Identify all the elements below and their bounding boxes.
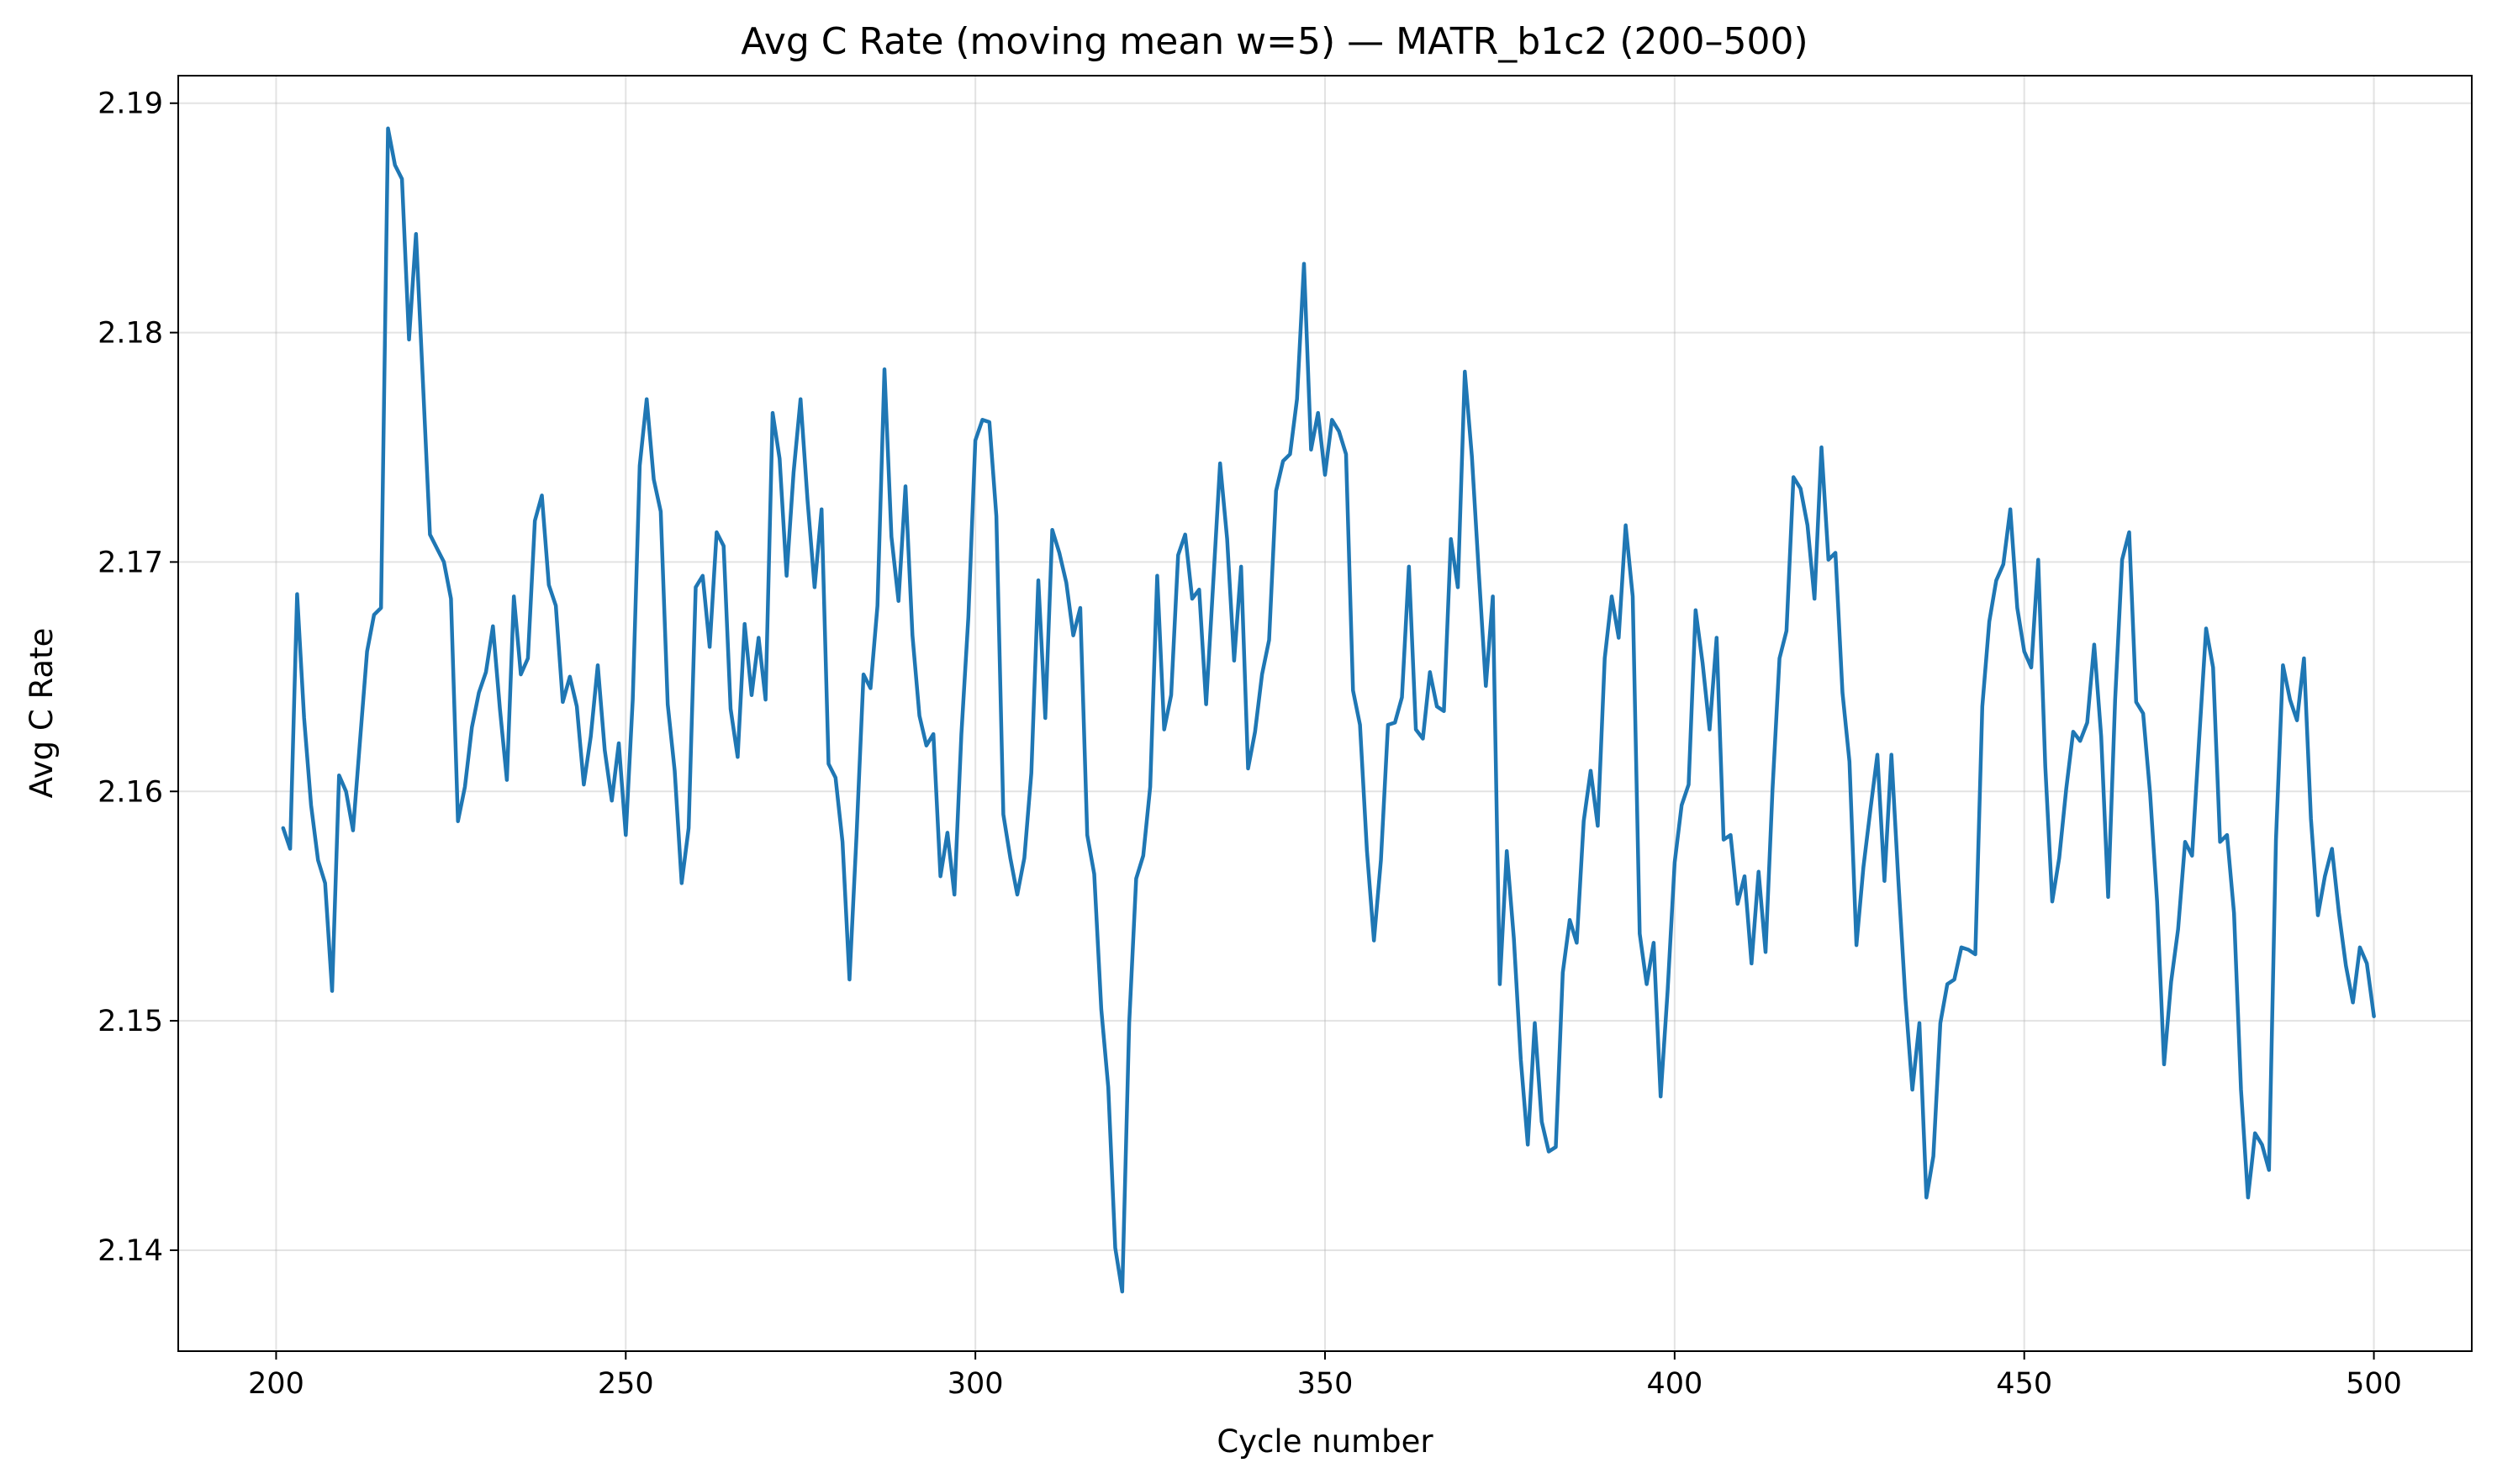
x-tick-label: 450 — [1996, 1367, 2052, 1401]
series-line — [281, 126, 2376, 1294]
x-tick-label: 400 — [1646, 1367, 1702, 1401]
y-tick-label: 2.14 — [98, 1234, 163, 1268]
y-tick-label: 2.15 — [98, 1005, 163, 1038]
y-tick-label: 2.18 — [98, 317, 163, 351]
y-tick-label: 2.16 — [98, 775, 163, 809]
y-axis: 2.14 2.15 2.16 2.17 2.18 2.19 — [98, 87, 178, 1268]
x-tick-label: 200 — [248, 1367, 304, 1401]
x-axis: 200 250 300 350 400 450 500 — [248, 1351, 2402, 1401]
x-tick-label: 250 — [598, 1367, 654, 1401]
grid — [178, 76, 2472, 1351]
y-axis-label: Avg C Rate — [24, 628, 60, 799]
x-axis-label: Cycle number — [1217, 1423, 1433, 1460]
line-layer — [281, 126, 2376, 1294]
y-tick-label: 2.17 — [98, 546, 163, 579]
x-tick-label: 300 — [948, 1367, 1004, 1401]
chart-title: Avg C Rate (moving mean w=5) — MATR_b1c2… — [741, 20, 1808, 63]
x-tick-label: 500 — [2346, 1367, 2402, 1401]
x-tick-label: 350 — [1297, 1367, 1354, 1401]
y-tick-label: 2.19 — [98, 87, 163, 121]
